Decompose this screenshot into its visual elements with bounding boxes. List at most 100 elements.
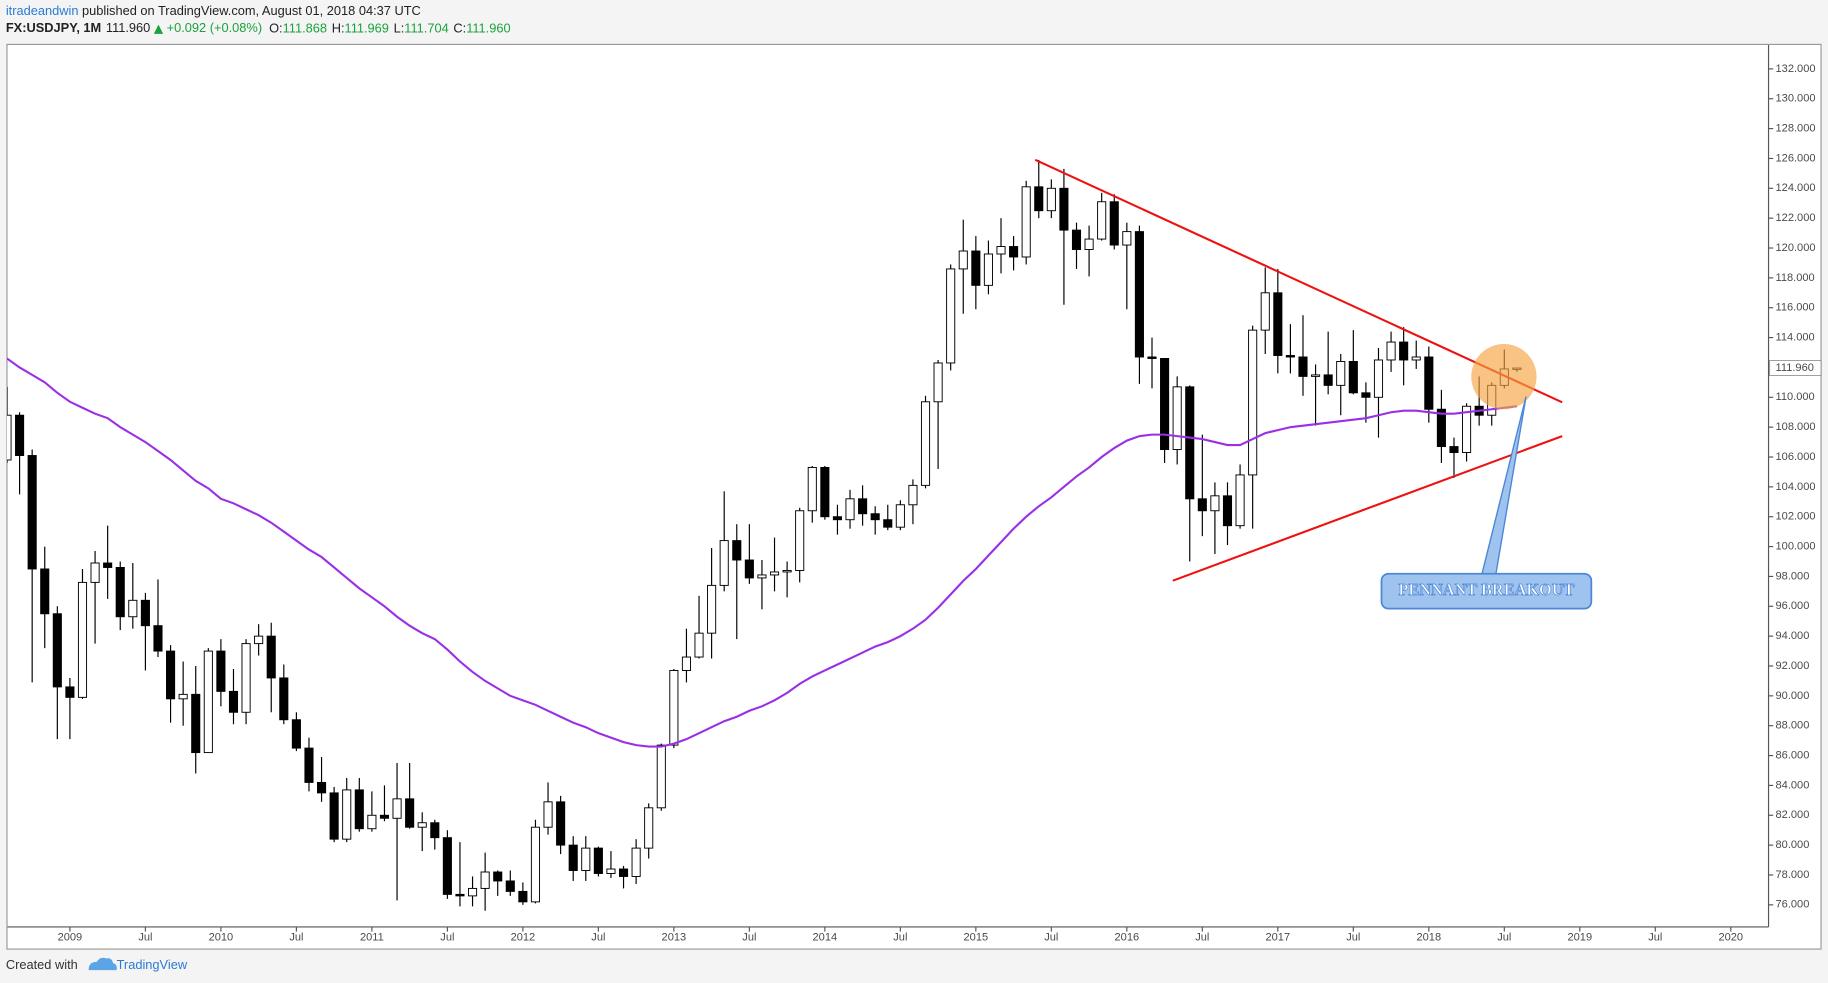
chart-frame [6,43,1822,950]
y-tick-label: 94.000 [1776,630,1810,642]
plot-area [6,44,1769,927]
candle-body [707,584,717,634]
candle-body [317,781,327,794]
candle-body [895,504,905,528]
y-tick-label: 84.000 [1776,779,1810,791]
y-tick-label: 104.000 [1776,481,1816,493]
ohlc-value: 111.969 [345,21,389,36]
author[interactable]: itradeandwin [6,3,79,18]
y-tick-label: 100.000 [1776,540,1816,552]
candle-body [530,826,541,903]
candle-body [178,693,188,700]
candle-body [669,670,679,746]
x-tick-label: 2014 [813,931,838,943]
candle-body [1336,361,1346,386]
trendline-lower [1172,435,1563,582]
y-tick-label: 78.000 [1776,869,1810,881]
candle-body [367,814,377,830]
x-tick-label: 2012 [511,931,536,943]
ohlc-value: 111.960 [466,21,510,36]
candle-body [983,253,993,286]
y-tick-label: 110.000 [1776,391,1815,403]
candle-body [858,498,868,515]
x-tick-label: Jul [742,931,756,943]
candle-body [1311,374,1321,377]
footer-created: Created with [6,957,78,972]
candle-body [15,414,25,456]
candle-body [405,798,415,828]
candle-body [1348,361,1358,394]
time-axis-area [6,926,1822,950]
candle-body [845,498,855,521]
y-tick-label: 124.000 [1776,182,1816,194]
candle-body [166,650,176,700]
candle-body [656,744,666,809]
candle-body [1386,341,1396,361]
y-tick-label: 120.000 [1776,242,1816,254]
candle-body [870,513,880,521]
candle-body [417,822,427,828]
axes: 76.000 78.000 80.000 82.000 84.000 86.000 88.0… [58,63,1822,943]
candle-body [1034,186,1044,212]
candle-body [203,650,213,754]
x-tick-label: 2009 [58,931,83,943]
x-tick-label: Jul [1044,931,1058,943]
footer-brand[interactable]: TradingView [117,957,188,972]
candle-body [354,789,364,830]
change-arrow [153,24,164,34]
x-tick-label: 2016 [1115,931,1140,943]
price-axis-area [1768,44,1822,927]
candle-body [77,581,88,698]
x-tick-label: Jul [1195,931,1209,943]
candle-body [1222,495,1233,527]
candle-body [27,455,37,570]
candle-body [1235,474,1245,527]
candle-body [103,562,113,568]
candle-body [996,246,1006,255]
candle-body [1462,405,1472,453]
y-tick-label: 96.000 [1776,600,1810,612]
candle-body [618,868,629,877]
x-tick-label: 2013 [662,931,687,943]
candle-body [1134,231,1144,358]
candle-body [631,847,641,877]
candle-body [543,801,553,828]
candle-body [1160,358,1170,451]
candle-body [933,362,943,403]
candle-body [732,540,742,561]
ohlc-value: 111.868 [283,21,327,36]
published: published on TradingView.com, August 01,… [82,3,421,18]
candle-body [279,677,289,721]
candle-body [1260,292,1270,331]
x-tick-label: 2019 [1567,931,1592,943]
candle-body [1109,201,1119,246]
y-tick-label: 132.000 [1776,63,1816,75]
y-tick-label: 90.000 [1776,690,1810,702]
x-tick-label: 2020 [1718,931,1743,943]
last-price-tag [1769,360,1822,376]
candle-body [1373,359,1384,398]
candle-body [291,719,301,749]
callout-box [1380,572,1593,610]
candle-body [1172,386,1182,451]
candle-body [493,871,503,882]
x-tick-label: Jul [440,931,454,943]
plot: PENNANT BREAKOUT [6,158,1593,911]
candle-body [128,599,138,618]
candle-body [329,792,339,840]
y-tick-label: 80.000 [1776,839,1810,851]
candle-body [1424,356,1434,410]
candle-body [719,540,729,586]
x-tick-label: Jul [1497,931,1511,943]
candle-body [6,414,12,461]
candle-body [1449,446,1459,453]
candle-body [1122,231,1132,246]
y-tick-label: 122.000 [1776,212,1816,224]
y-tick-label: 126.000 [1776,152,1816,164]
y-tick-label: 108.000 [1776,421,1816,433]
y-tick-label: 76.000 [1776,899,1810,911]
candle-body [1285,355,1295,358]
candle-body [1009,246,1019,258]
callout-text: PENNANT BREAKOUT [1398,580,1574,599]
x-tick-label: 2011 [360,931,384,943]
